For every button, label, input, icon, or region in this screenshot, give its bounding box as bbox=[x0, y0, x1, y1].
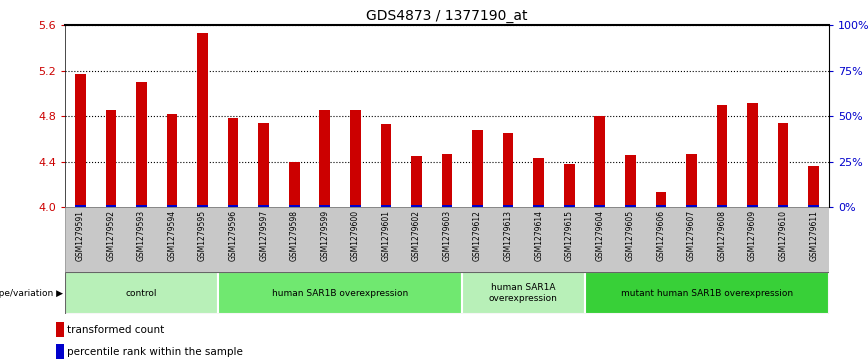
Text: GSM1279596: GSM1279596 bbox=[228, 210, 238, 261]
Bar bbox=[503, 133, 514, 207]
Bar bbox=[808, 205, 819, 207]
Text: GSM1279597: GSM1279597 bbox=[260, 210, 268, 261]
Bar bbox=[595, 116, 605, 207]
Text: human SAR1B overexpression: human SAR1B overexpression bbox=[272, 289, 408, 298]
Bar bbox=[442, 205, 452, 207]
Bar bbox=[411, 205, 422, 207]
Text: GSM1279600: GSM1279600 bbox=[351, 210, 360, 261]
Bar bbox=[625, 205, 635, 207]
Bar bbox=[808, 166, 819, 207]
Text: control: control bbox=[126, 289, 157, 298]
Bar bbox=[218, 272, 463, 314]
Text: GSM1279605: GSM1279605 bbox=[626, 210, 635, 261]
Bar bbox=[686, 154, 697, 207]
Bar bbox=[747, 205, 758, 207]
Text: mutant human SAR1B overexpression: mutant human SAR1B overexpression bbox=[621, 289, 792, 298]
Bar bbox=[595, 205, 605, 207]
Bar bbox=[289, 162, 299, 207]
Bar bbox=[319, 110, 330, 207]
Bar bbox=[747, 102, 758, 207]
Bar bbox=[56, 322, 64, 337]
Text: GSM1279608: GSM1279608 bbox=[718, 210, 727, 261]
Bar bbox=[380, 124, 391, 207]
Text: GSM1279612: GSM1279612 bbox=[473, 210, 482, 261]
Title: GDS4873 / 1377190_at: GDS4873 / 1377190_at bbox=[366, 9, 528, 23]
Bar bbox=[167, 114, 177, 207]
Bar bbox=[136, 205, 147, 207]
Text: GSM1279614: GSM1279614 bbox=[534, 210, 543, 261]
Text: GSM1279599: GSM1279599 bbox=[320, 210, 329, 261]
Text: GSM1279604: GSM1279604 bbox=[595, 210, 604, 261]
Bar bbox=[533, 205, 544, 207]
Bar bbox=[259, 205, 269, 207]
Bar bbox=[350, 205, 361, 207]
Bar bbox=[289, 205, 299, 207]
Bar bbox=[564, 164, 575, 207]
Text: GSM1279603: GSM1279603 bbox=[443, 210, 451, 261]
Text: GSM1279613: GSM1279613 bbox=[503, 210, 513, 261]
Text: GSM1279610: GSM1279610 bbox=[779, 210, 787, 261]
Bar bbox=[584, 272, 829, 314]
Text: GSM1279615: GSM1279615 bbox=[565, 210, 574, 261]
Text: percentile rank within the sample: percentile rank within the sample bbox=[68, 347, 243, 356]
Bar bbox=[717, 105, 727, 207]
Text: GSM1279594: GSM1279594 bbox=[168, 210, 176, 261]
Text: GSM1279601: GSM1279601 bbox=[381, 210, 391, 261]
Bar bbox=[655, 205, 667, 207]
Bar bbox=[227, 118, 239, 207]
Bar bbox=[686, 205, 697, 207]
Bar bbox=[136, 82, 147, 207]
Text: GSM1279591: GSM1279591 bbox=[76, 210, 85, 261]
Bar bbox=[564, 205, 575, 207]
Text: GSM1279606: GSM1279606 bbox=[656, 210, 666, 261]
Bar bbox=[472, 205, 483, 207]
Bar bbox=[655, 192, 667, 207]
Text: GSM1279609: GSM1279609 bbox=[748, 210, 757, 261]
Text: genotype/variation ▶: genotype/variation ▶ bbox=[0, 289, 63, 298]
Bar bbox=[778, 205, 788, 207]
Text: GSM1279593: GSM1279593 bbox=[137, 210, 146, 261]
Bar bbox=[463, 272, 584, 314]
Bar bbox=[75, 205, 86, 207]
Bar bbox=[411, 156, 422, 207]
Bar bbox=[503, 205, 514, 207]
Text: GSM1279598: GSM1279598 bbox=[290, 210, 299, 261]
Bar bbox=[56, 344, 64, 359]
Bar bbox=[380, 205, 391, 207]
Bar bbox=[197, 205, 208, 207]
Bar bbox=[350, 110, 361, 207]
Text: GSM1279611: GSM1279611 bbox=[809, 210, 819, 261]
Bar bbox=[625, 155, 635, 207]
Bar bbox=[75, 74, 86, 207]
Bar bbox=[717, 205, 727, 207]
Text: GSM1279607: GSM1279607 bbox=[687, 210, 696, 261]
Bar bbox=[778, 123, 788, 207]
Text: GSM1279595: GSM1279595 bbox=[198, 210, 207, 261]
Bar bbox=[167, 205, 177, 207]
Bar bbox=[106, 205, 116, 207]
Text: GSM1279602: GSM1279602 bbox=[412, 210, 421, 261]
Bar bbox=[259, 123, 269, 207]
Bar bbox=[227, 205, 239, 207]
Bar bbox=[442, 154, 452, 207]
Bar bbox=[472, 130, 483, 207]
Bar bbox=[65, 272, 218, 314]
Bar bbox=[319, 205, 330, 207]
Text: GSM1279592: GSM1279592 bbox=[107, 210, 115, 261]
Text: transformed count: transformed count bbox=[68, 325, 165, 335]
Bar bbox=[106, 110, 116, 207]
Bar bbox=[533, 158, 544, 207]
Bar bbox=[197, 33, 208, 207]
Text: human SAR1A
overexpression: human SAR1A overexpression bbox=[489, 284, 558, 303]
